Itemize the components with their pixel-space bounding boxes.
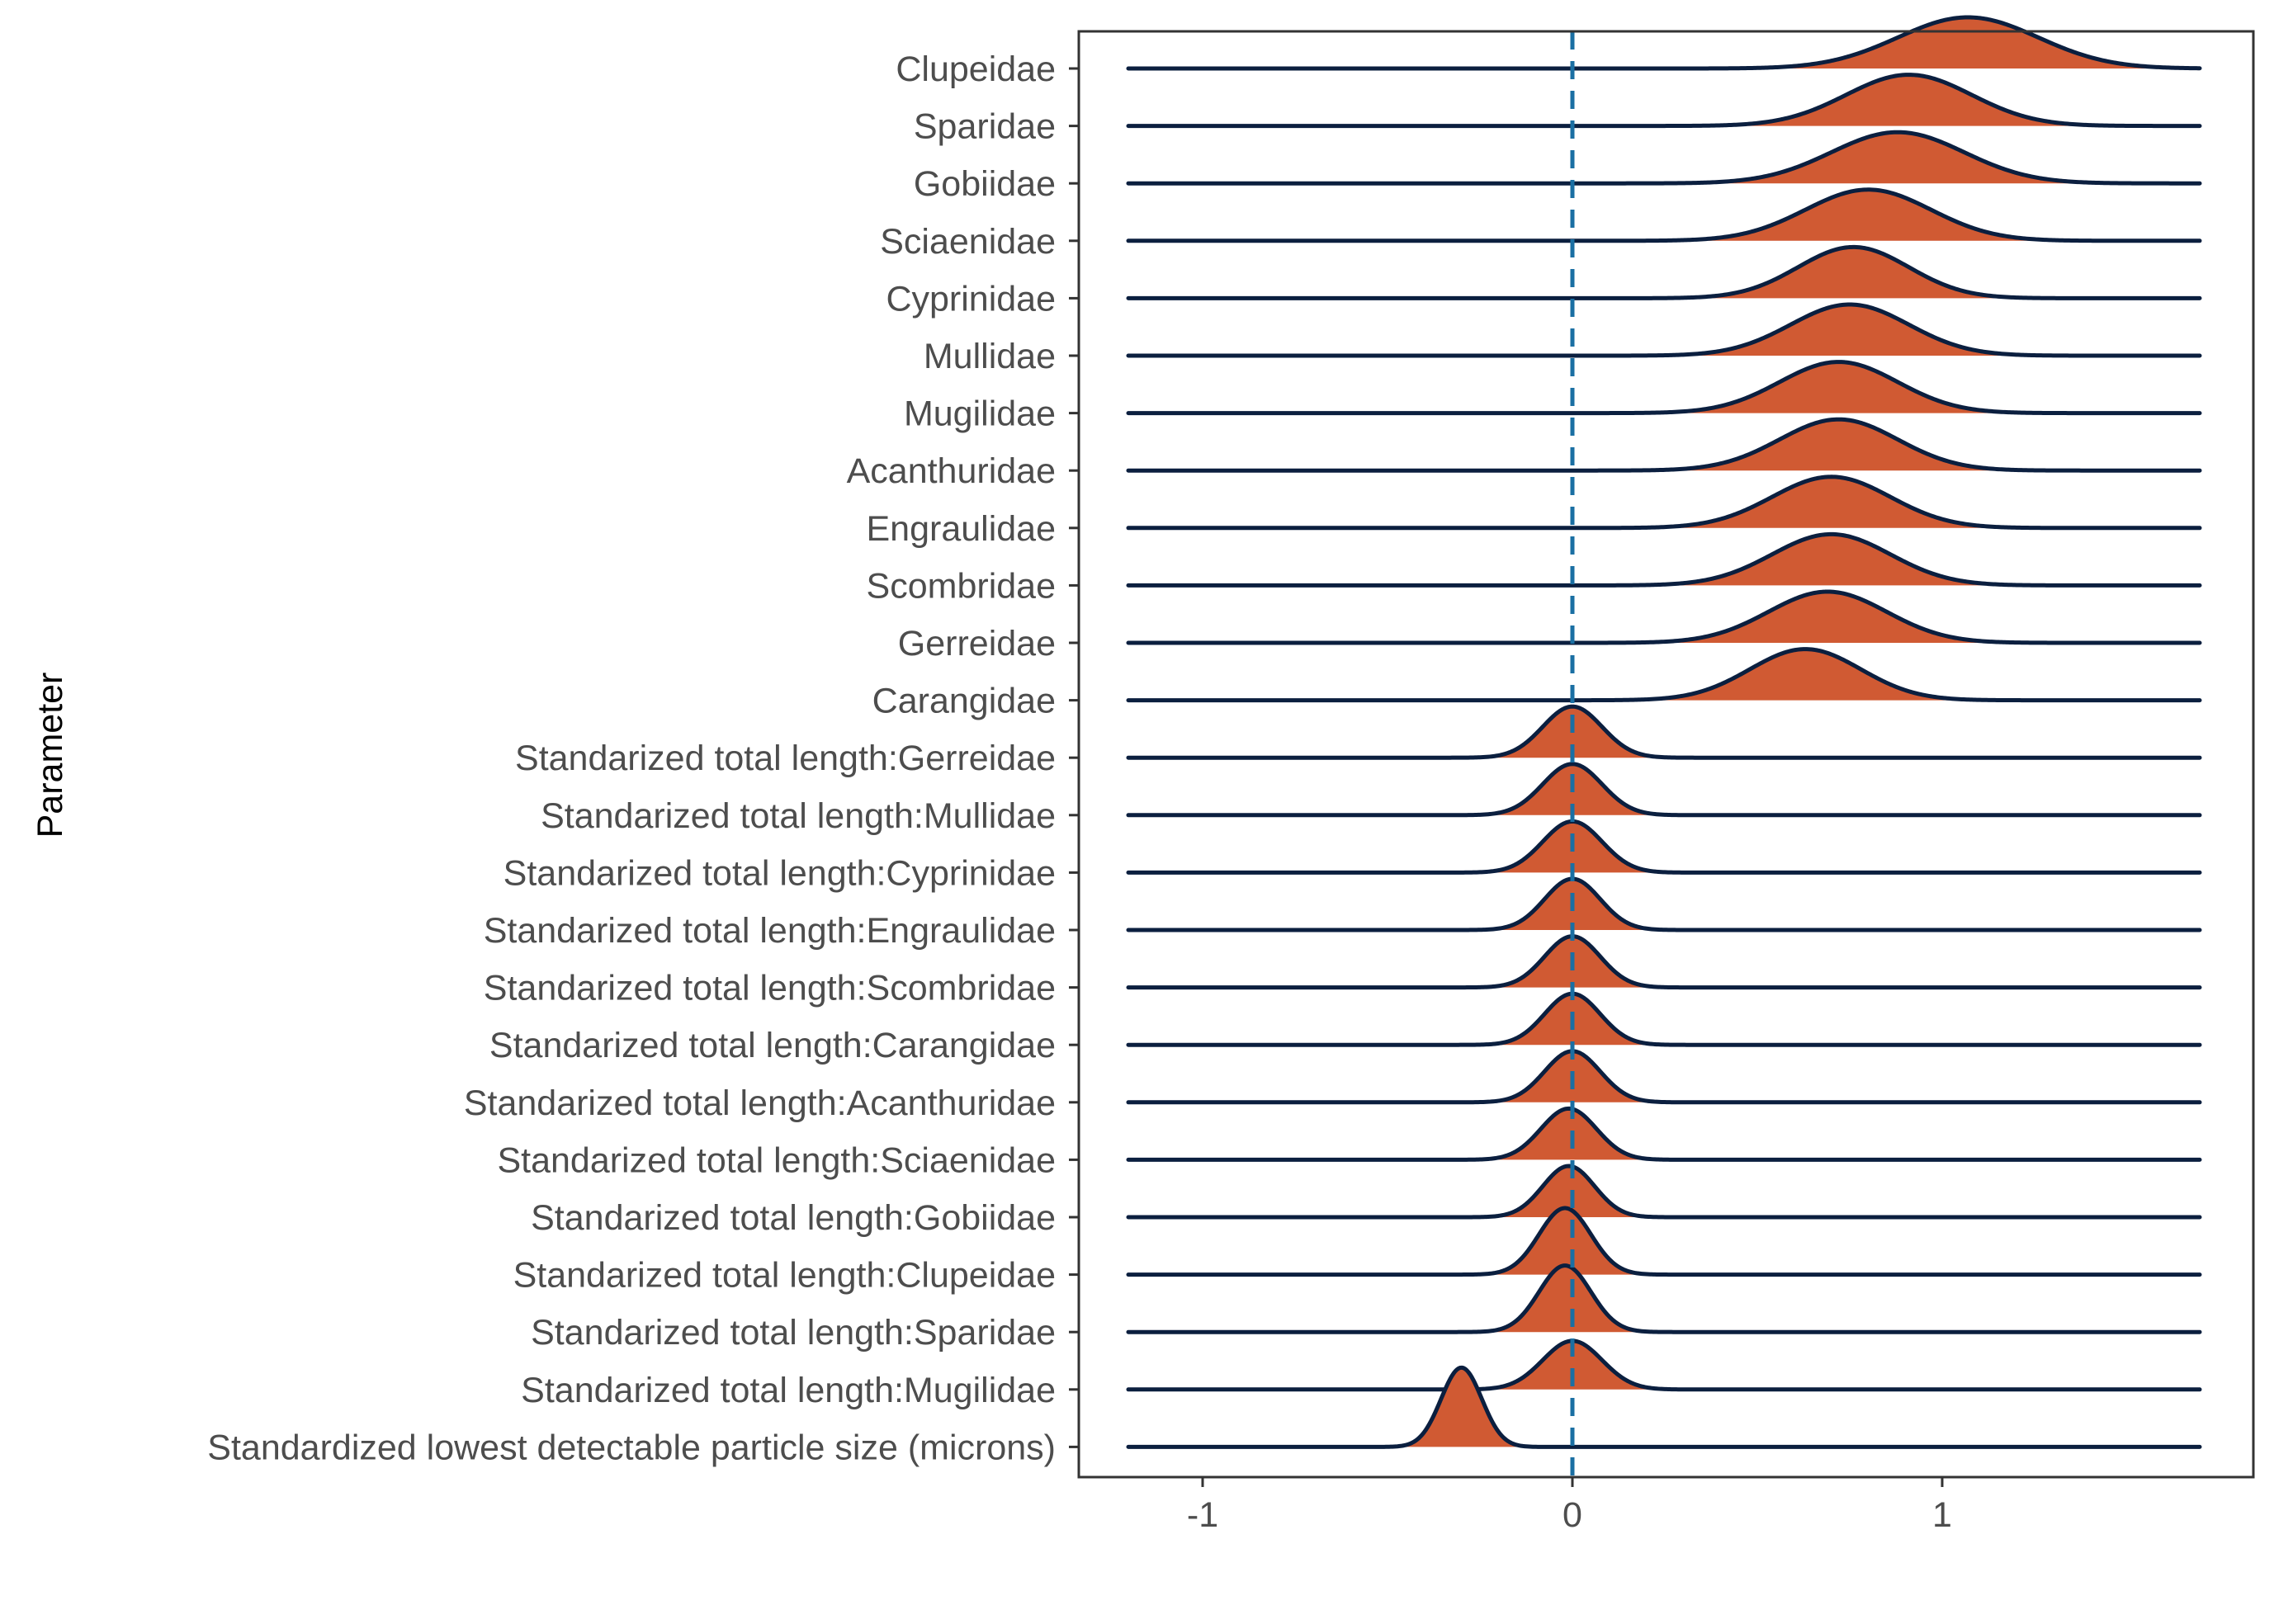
y-tick-label: Standarized total length:Acanthuridae [464, 1083, 1056, 1123]
y-tick-label: Standarized total length:Cyprinidae [503, 853, 1056, 893]
ridges-group [1126, 15, 2202, 1449]
ridge-outline [1126, 1164, 2202, 1220]
ridge-fill [1128, 247, 2200, 299]
ridge-outline [1126, 244, 2202, 300]
ridge-outline [1126, 360, 2202, 416]
x-tick-label: 0 [1562, 1495, 1582, 1535]
ridge-outline [1126, 302, 2202, 358]
y-tick-label: Standarized total length:Sparidae [531, 1313, 1056, 1353]
ridge-outline [1126, 934, 2202, 990]
ridge-outline [1126, 1106, 2202, 1162]
plot-panel-border [1077, 30, 2255, 1479]
y-axis-title: Parameter [31, 673, 70, 838]
y-tick-label: Engraulidae [866, 509, 1056, 549]
ridge-outline [1126, 15, 2202, 71]
ridge-outline [1126, 1263, 2202, 1334]
x-tick-label: -1 [1187, 1495, 1218, 1535]
ridge-outline [1126, 73, 2202, 129]
x-axis: -1 0 1 [1187, 1477, 1952, 1535]
ridge-fill [1128, 132, 2200, 184]
y-tick-label: Standarized total length:Mullidae [541, 796, 1056, 836]
ridge-outline [1126, 1206, 2202, 1277]
y-tick-label: Standarized total length:Engraulidae [484, 911, 1056, 951]
y-tick-label: Acanthuridae [847, 451, 1056, 491]
ridge-outline [1126, 589, 2202, 645]
y-tick-label: Cyprinidae [886, 279, 1056, 319]
ridge-fill [1128, 74, 2200, 126]
ridge-outline [1126, 130, 2202, 186]
y-tick-label: Scombridae [867, 566, 1056, 606]
y-tick-label: Mugilidae [904, 394, 1056, 434]
ridge-outline [1126, 187, 2202, 243]
ridge-outline [1126, 647, 2202, 703]
ridge-outline [1126, 819, 2202, 875]
y-tick-label: Gobiidae [914, 164, 1056, 204]
ridge-outline [1126, 1365, 2202, 1449]
y-tick-label: Standarized total length:Gerreidae [515, 739, 1056, 778]
y-tick-label: Standarized total length:Gobiidae [531, 1198, 1056, 1238]
y-tick-label: Standarized total length:Clupeidae [513, 1256, 1056, 1296]
y-tick-label: Gerreidae [898, 624, 1056, 663]
ridge-outline [1126, 704, 2202, 760]
ridge-outline [1126, 876, 2202, 932]
y-tick-label: Clupeidae [896, 50, 1056, 89]
y-tick-label: Mullidae [924, 337, 1056, 376]
ridge-outline [1126, 474, 2202, 531]
y-axis: Clupeidae Sparidae Gobiidae Sciaenidae Cypri… [207, 50, 1079, 1467]
ridge-outline [1126, 991, 2202, 1047]
y-tick-label: Standarized total length:Mugilidae [521, 1371, 1056, 1410]
ridge-fill [1128, 304, 2200, 356]
y-tick-label: Standardized lowest detectable particle … [207, 1428, 1056, 1467]
x-tick-label: 1 [1932, 1495, 1952, 1535]
y-tick-label: Sparidae [914, 107, 1056, 147]
ridge-outline [1126, 762, 2202, 818]
y-tick-label: Carangidae [872, 682, 1056, 721]
ridge-outline [1126, 1049, 2202, 1105]
y-tick-label: Standarized total length:Sciaenidae [497, 1140, 1056, 1180]
y-tick-label: Standarized total length:Scombridae [484, 969, 1056, 1008]
ridge-outline [1126, 1338, 2202, 1392]
ridge-fill [1128, 189, 2200, 241]
ridge-outline [1126, 417, 2202, 473]
ridge-outline [1126, 531, 2202, 588]
y-tick-label: Standarized total length:Carangidae [489, 1026, 1056, 1065]
y-tick-label: Sciaenidae [880, 222, 1056, 262]
